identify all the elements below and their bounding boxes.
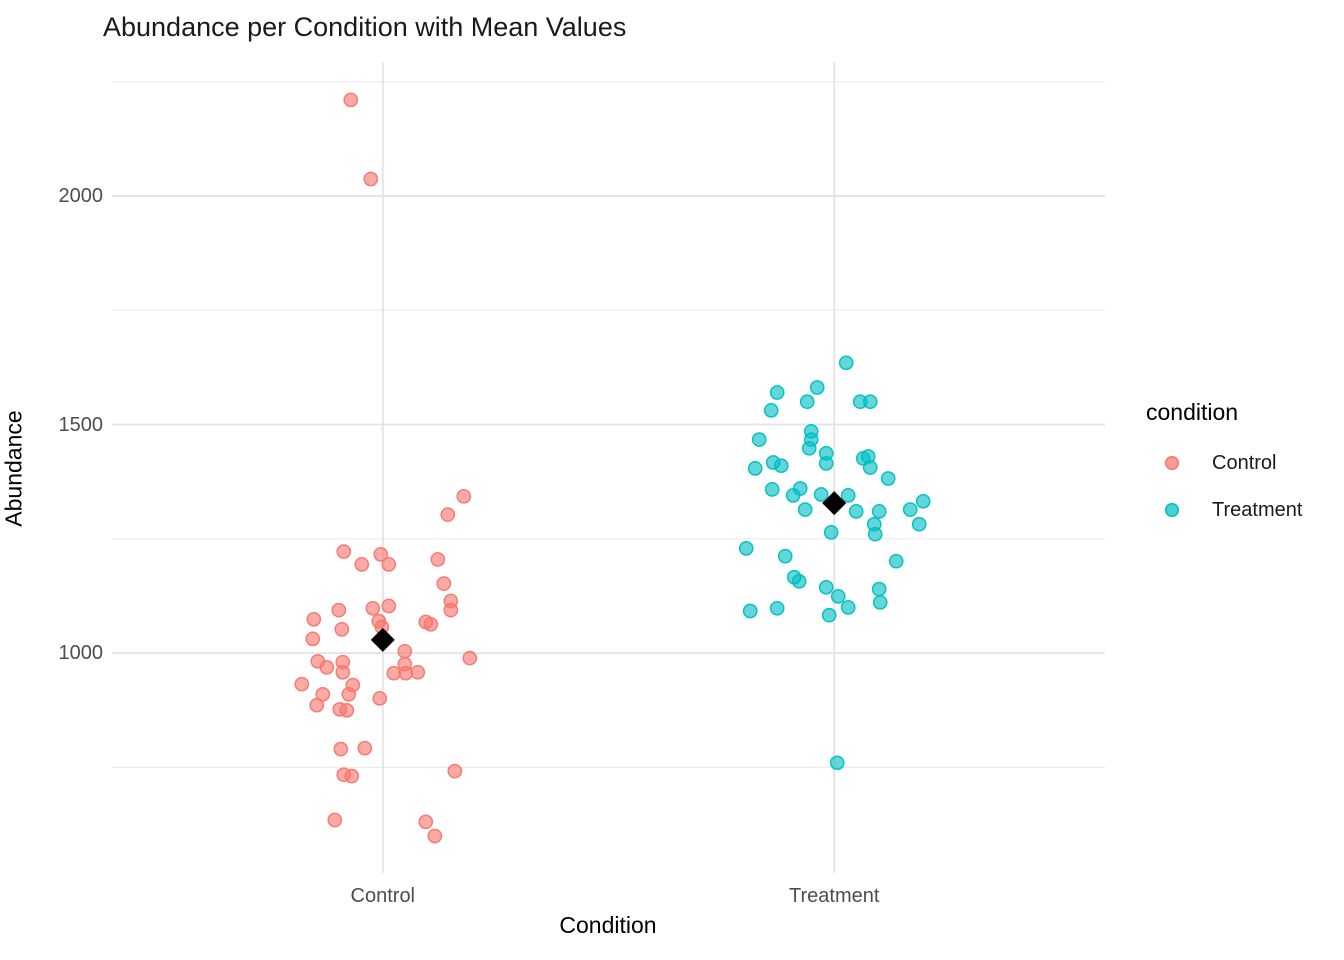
data-point-treatment: [871, 504, 887, 519]
data-point-treatment: [747, 461, 763, 476]
data-point-control: [462, 650, 478, 666]
data-point-treatment: [801, 440, 817, 456]
legend-item-control: Control: [1146, 448, 1336, 478]
x-tick-label-control: Control: [350, 885, 416, 907]
data-point-treatment: [862, 460, 878, 475]
data-point-treatment: [764, 482, 780, 497]
data-point-control: [327, 812, 343, 828]
data-point-treatment: [821, 607, 837, 623]
y-tick-label: 2000: [58, 184, 104, 207]
data-point-control: [397, 643, 413, 659]
chart-canvas: [112, 62, 1105, 873]
data-point-control: [386, 665, 402, 681]
data-point-treatment: [769, 385, 785, 400]
data-point-treatment: [769, 600, 785, 616]
data-point-control: [418, 814, 434, 830]
data-point-control: [354, 557, 370, 572]
data-point-treatment: [809, 380, 825, 395]
data-point-control: [341, 686, 357, 702]
data-point-treatment: [738, 541, 754, 556]
data-point-control: [363, 171, 379, 187]
data-point-control: [456, 488, 472, 504]
data-point-control: [334, 621, 350, 637]
legend: condition Control Treatment: [1146, 399, 1336, 542]
data-point-treatment: [818, 456, 834, 471]
control-key-dot-icon: [1165, 456, 1179, 470]
data-point-control: [427, 828, 443, 844]
data-point-control: [381, 557, 397, 572]
data-point-control: [309, 697, 325, 713]
legend-item-label: Treatment: [1212, 498, 1303, 521]
data-point-treatment: [785, 488, 801, 503]
data-point-treatment: [818, 579, 834, 595]
treatment-key-dot-icon: [1165, 503, 1179, 517]
y-tick-label: 1000: [58, 642, 104, 665]
mean-marker-treatment: [822, 491, 847, 516]
data-point-treatment: [911, 516, 927, 532]
data-point-treatment: [797, 502, 813, 517]
data-point-control: [344, 768, 360, 784]
y-tick-label: 1500: [58, 413, 104, 436]
data-point-control: [423, 616, 439, 632]
data-point-treatment: [838, 355, 854, 371]
data-point-treatment: [840, 600, 856, 615]
data-point-control: [430, 552, 446, 567]
data-point-treatment: [823, 525, 839, 540]
x-tick-label-treatment: Treatment: [789, 885, 880, 907]
data-point-treatment: [777, 548, 793, 564]
y-axis-title: Abundance: [0, 410, 27, 527]
data-point-treatment: [862, 394, 878, 410]
data-point-treatment: [871, 581, 887, 597]
data-point-control: [336, 544, 352, 559]
data-point-treatment: [880, 471, 896, 486]
data-point-treatment: [840, 488, 856, 503]
data-point-control: [373, 547, 389, 562]
data-point-control: [333, 741, 349, 757]
data-point-control: [398, 665, 414, 681]
data-point-treatment: [872, 595, 888, 610]
data-point-control: [410, 664, 426, 680]
legend-item-label: Control: [1212, 451, 1277, 474]
data-point-treatment: [813, 487, 829, 502]
data-point-treatment: [915, 493, 931, 509]
page-title: Abundance per Condition with Mean Values: [103, 12, 627, 42]
data-point-treatment: [829, 755, 845, 771]
data-point-treatment: [902, 502, 918, 517]
data-point-control: [339, 702, 355, 718]
data-point-treatment: [763, 403, 779, 418]
data-point-control: [443, 602, 459, 618]
data-point-treatment: [888, 553, 904, 569]
data-point-control: [294, 676, 310, 692]
data-point-control: [440, 507, 456, 522]
data-point-control: [436, 576, 452, 591]
data-point-treatment: [799, 394, 815, 410]
data-point-treatment: [848, 504, 864, 519]
data-point-treatment: [830, 589, 846, 604]
mean-marker-control: [370, 627, 395, 652]
x-axis-title: Condition: [559, 912, 657, 938]
data-point-control: [447, 763, 463, 779]
data-point-control: [343, 92, 359, 108]
data-point-control: [335, 664, 351, 680]
plot-panel: [112, 62, 1105, 873]
data-point-control: [306, 611, 322, 627]
data-point-control: [319, 659, 335, 675]
data-point-control: [372, 691, 388, 706]
data-point-control: [315, 686, 331, 702]
data-point-treatment: [791, 573, 807, 589]
data-point-treatment: [742, 603, 758, 619]
legend-title: condition: [1146, 399, 1239, 425]
data-point-control: [381, 598, 397, 614]
data-point-control: [331, 602, 347, 618]
data-point-control: [357, 740, 373, 756]
data-point-treatment: [751, 432, 767, 447]
data-point-control: [305, 631, 321, 647]
data-point-control: [365, 600, 381, 616]
legend-items: Control Treatment: [1146, 448, 1336, 525]
data-point-treatment: [773, 458, 789, 474]
legend-item-treatment: Treatment: [1146, 495, 1336, 525]
data-point-treatment: [867, 526, 883, 542]
